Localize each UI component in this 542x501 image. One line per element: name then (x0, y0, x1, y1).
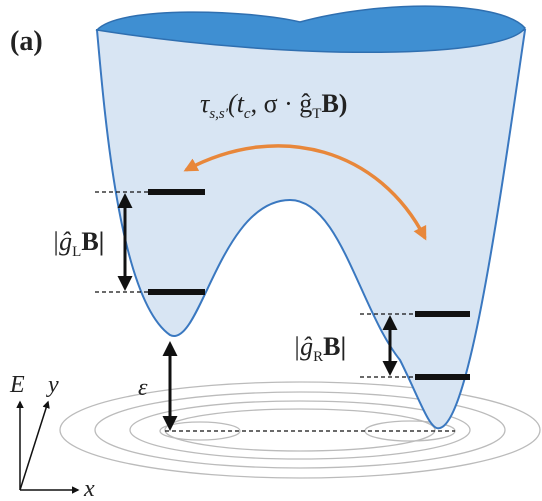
axis-x-label: x (83, 476, 95, 501)
panel-label: (a) (10, 26, 43, 57)
page: {"panel_label":"(a)", "tunneling":{"symb… (0, 0, 542, 501)
axis-y-label: y (46, 372, 59, 398)
contours (60, 382, 540, 478)
left-splitting-label: |ĝLB| (52, 227, 104, 260)
figure: (a) τs,s′(tc, σ · ĝTB) |ĝLB| |ĝRB| ε E y… (0, 0, 542, 501)
detuning-label: ε (138, 375, 148, 401)
axis-e-label: E (9, 372, 25, 398)
right-splitting-label: |ĝRB| (293, 332, 346, 365)
